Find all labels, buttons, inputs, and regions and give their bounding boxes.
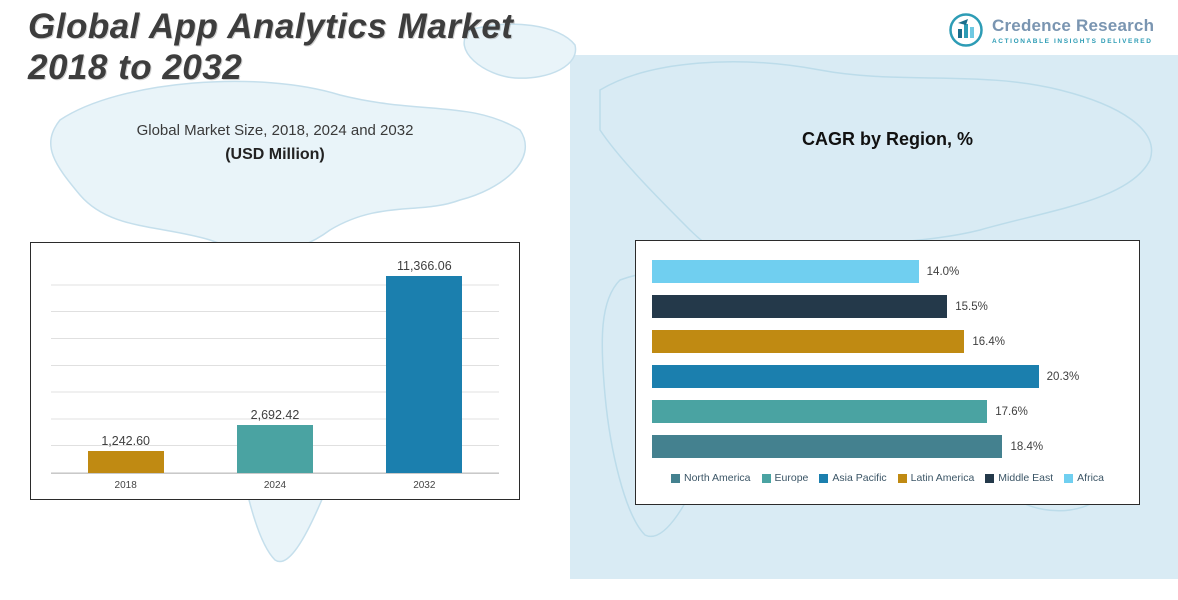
bar-group-2018: 1,242.60 <box>51 259 200 473</box>
legend-label: Asia Pacific <box>832 472 887 484</box>
cagr-bar-latin-america <box>652 330 965 353</box>
cagr-row-asia-pacific: 20.3% <box>652 365 1123 388</box>
legend-item-latin-america: Latin America <box>897 472 975 484</box>
legend-label: Africa <box>1077 472 1104 484</box>
legend-item-asia-pacific: Asia Pacific <box>819 472 887 484</box>
cagr-bar-asia-pacific <box>652 365 1039 388</box>
page-title-line1: Global App Analytics Market <box>28 7 514 46</box>
cagr-chart-title: CAGR by Region, % <box>801 129 973 149</box>
legend-label: Middle East <box>998 472 1054 484</box>
logo-chart-icon <box>949 13 983 47</box>
cagr-row-africa: 14.0% <box>652 260 1123 283</box>
logo-text: Credence Research Actionable Insights De… <box>992 16 1154 45</box>
cagr-row-north-america: 18.4% <box>652 435 1123 458</box>
market-size-chart-title: Global Market Size, 2018, 2024 and 2032 <box>136 122 414 139</box>
category-label-2018: 2018 <box>114 480 137 491</box>
cagr-value-label: 15.5% <box>955 300 988 313</box>
credence-research-logo: Credence Research Actionable Insights De… <box>948 12 1154 48</box>
legend-label: Latin America <box>910 472 975 484</box>
cagr-chart: 14.0% 15.5% 16.4% 20.3% 17.6% 18.4% North Ame… <box>635 240 1140 505</box>
cagr-bar-middle-east <box>652 295 948 318</box>
legend-item-north-america: North America <box>671 472 751 484</box>
cagr-legend: North America Europe Asia Pacific Latin Ame… <box>652 472 1123 484</box>
legend-swatch <box>1064 473 1074 483</box>
cagr-bar-europe <box>652 400 988 423</box>
legend-swatch <box>985 473 995 483</box>
legend-swatch <box>897 473 907 483</box>
category-label-2032: 2032 <box>413 480 436 491</box>
legend-item-middle-east: Middle East <box>985 472 1053 484</box>
market-size-category-axis: 2018 2024 2032 <box>51 480 499 491</box>
cagr-row-latin-america: 16.4% <box>652 330 1123 353</box>
cagr-value-label: 14.0% <box>926 265 960 278</box>
page-title-line2: 2018 to 2032 <box>28 48 243 88</box>
cagr-bars: 14.0% 15.5% 16.4% 20.3% 17.6% 18.4% <box>652 260 1123 470</box>
legend-label: North America <box>684 472 751 484</box>
market-size-chart: 1,242.60 2,692.42 11,366.06 2018 2024 2032 <box>30 242 520 500</box>
cagr-row-middle-east: 15.5% <box>652 295 1123 318</box>
bar-2032 <box>386 276 463 473</box>
bar-2024 <box>236 425 313 473</box>
cagr-value-label: 18.4% <box>1010 440 1044 453</box>
legend-item-africa: Africa <box>1064 472 1104 484</box>
cagr-bar-africa <box>652 260 919 283</box>
cagr-value-label: 17.6% <box>995 405 1028 418</box>
cagr-row-europe: 17.6% <box>652 400 1123 423</box>
legend-item-europe: Europe <box>761 472 809 484</box>
legend-swatch <box>671 473 680 483</box>
logo-name: Credence Research <box>992 15 1155 35</box>
cagr-value-label: 16.4% <box>972 335 1005 348</box>
bar-group-2032: 11,366.06 <box>350 259 499 473</box>
bar-value-label: 2,692.42 <box>250 408 300 422</box>
legend-swatch <box>819 473 829 483</box>
legend-swatch <box>761 473 771 483</box>
bar-group-2024: 2,692.42 <box>200 259 349 473</box>
page-title: Global App Analytics Market 2018 to 2032 <box>28 6 648 89</box>
bar-2018 <box>87 450 164 473</box>
category-label-2024: 2024 <box>263 480 287 491</box>
bar-value-label: 11,366.06 <box>396 259 452 273</box>
legend-label: Europe <box>774 472 809 484</box>
market-size-chart-subtitle: (USD Million) <box>225 146 325 163</box>
bar-value-label: 1,242.60 <box>101 433 150 448</box>
market-size-plot: 1,242.60 2,692.42 11,366.06 <box>51 259 499 474</box>
cagr-bar-north-america <box>652 435 1003 458</box>
logo-tagline: Actionable Insights Delivered <box>992 37 1153 45</box>
cagr-value-label: 20.3% <box>1046 370 1080 383</box>
